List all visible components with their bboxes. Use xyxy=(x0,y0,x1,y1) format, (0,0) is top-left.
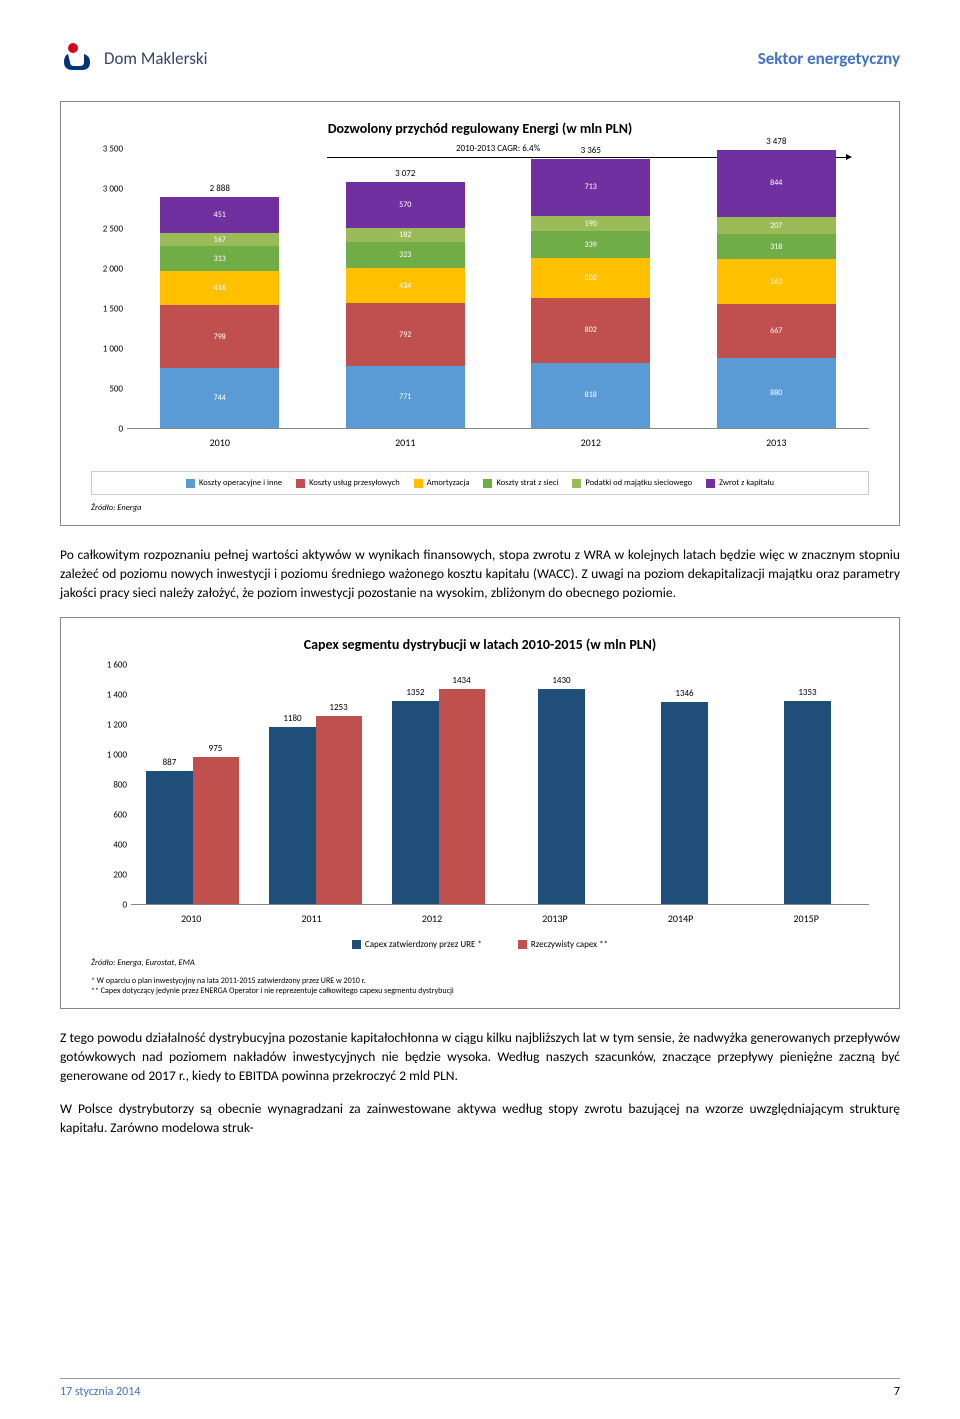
bar-group: 13521434 xyxy=(391,689,487,904)
chart1-plot: 2010-2013 CAGR: 6.4% 05001 0001 5002 000… xyxy=(127,149,869,449)
chart1-source: Źródło: Energa xyxy=(91,503,869,513)
page-footer: 17 stycznia 2014 7 xyxy=(60,1378,900,1399)
chart2-footnotes: * W oparciu o plan inwestycyjny na lata … xyxy=(91,976,869,997)
legend-item: Capex zatwierdzony przez URE * xyxy=(352,939,482,950)
bar-group: 11801253 xyxy=(268,716,364,904)
legend-item: Koszty usług przesyłowych xyxy=(296,478,400,488)
legend-item: Rzeczywisty capex ** xyxy=(518,939,608,950)
chart2-yaxis: 02004006008001 0001 2001 4001 600 xyxy=(91,665,127,905)
chart1-yaxis: 05001 0001 5002 0002 5003 0003 500 xyxy=(91,149,123,429)
paragraph-1: Po całkowitym rozpoznaniu pełnej wartośc… xyxy=(60,546,900,603)
logo-icon xyxy=(60,40,96,76)
legend-item: Podatki od majątku sieciowego xyxy=(572,478,692,488)
legend-item: Koszty operacyjne i inne xyxy=(186,478,282,488)
logo: Dom Maklerski xyxy=(60,40,208,76)
paragraph-3: W Polsce dystrybutorzy są obecnie wynagr… xyxy=(60,1100,900,1138)
stacked-bar: 3 478880667563318207844 xyxy=(717,150,836,428)
chart2-plot: 02004006008001 0001 2001 4001 600 887975… xyxy=(131,665,869,925)
stacked-bar: 3 365818802502339190713 xyxy=(531,159,650,428)
paragraph-2: Z tego powodu działalność dystrybucyjna … xyxy=(60,1029,900,1086)
bar-group: 1353 xyxy=(760,701,856,904)
chart2-bars: 887975 11801253 13521434 1430 1346 1353 xyxy=(131,665,869,905)
chart2-source: Źródło: Energa, Eurostat, EMA xyxy=(91,958,869,968)
bar-group: 1346 xyxy=(637,702,733,904)
chart2-xlabels: 2010201120122013P2014P2015P xyxy=(131,912,869,925)
chart2-title: Capex segmentu dystrybucji w latach 2010… xyxy=(91,636,869,653)
chart1-bars: 2 888744798416313167451 3 072771792434323… xyxy=(127,149,869,429)
page-header: Dom Maklerski Sektor energetyczny xyxy=(60,40,900,76)
sector-label: Sektor energetyczny xyxy=(758,48,900,69)
footer-date: 17 stycznia 2014 xyxy=(60,1385,140,1399)
chart1-xlabels: 2010201120122013 xyxy=(127,436,869,449)
footer-page: 7 xyxy=(894,1385,900,1399)
chart1-title: Dozwolony przychód regulowany Energi (w … xyxy=(91,120,869,137)
footnote-2: ** Capex dotyczący jedynie przez ENERGA … xyxy=(91,986,869,996)
chart2-legend: Capex zatwierdzony przez URE * Rzeczywist… xyxy=(91,939,869,950)
footnote-1: * W oparciu o plan inwestycyjny na lata … xyxy=(91,976,869,986)
bar-group: 887975 xyxy=(145,757,241,903)
bar-group: 1430 xyxy=(514,689,610,904)
chart1-legend: Koszty operacyjne i inne Koszty usług prz… xyxy=(91,471,869,495)
stacked-bar: 2 888744798416313167451 xyxy=(160,197,279,428)
chart2-container: Capex segmentu dystrybucji w latach 2010… xyxy=(60,617,900,1010)
legend-item: Koszty strat z sieci xyxy=(483,478,558,488)
legend-item: Amortyzacja xyxy=(414,478,470,488)
legend-item: Zwrot z kapitału xyxy=(706,478,774,488)
logo-text: Dom Maklerski xyxy=(104,48,208,69)
chart1-container: Dozwolony przychód regulowany Energi (w … xyxy=(60,101,900,526)
stacked-bar: 3 072771792434323182570 xyxy=(346,182,465,428)
